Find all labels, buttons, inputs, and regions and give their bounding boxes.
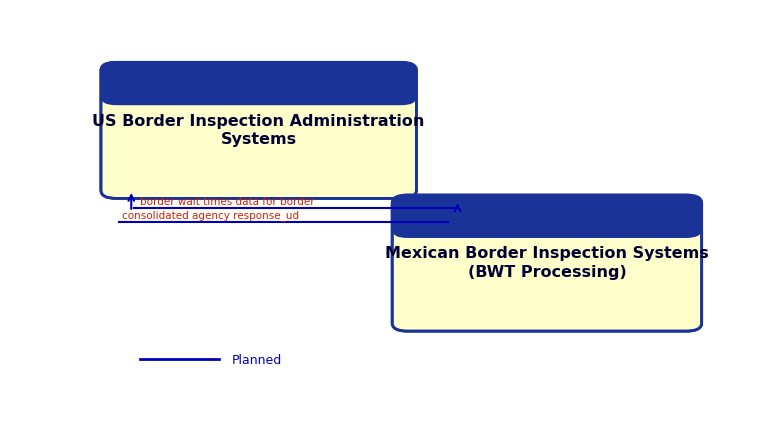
Text: border wait times data for border: border wait times data for border [140, 196, 315, 206]
Text: Mexican Border Inspection Systems
(BWT Processing): Mexican Border Inspection Systems (BWT P… [385, 246, 709, 280]
Text: consolidated agency response_ud: consolidated agency response_ud [122, 209, 299, 221]
FancyBboxPatch shape [392, 196, 702, 238]
FancyBboxPatch shape [101, 63, 417, 199]
FancyBboxPatch shape [101, 63, 417, 106]
Bar [407, 217, 687, 230]
Bar [116, 85, 402, 98]
Text: US Border Inspection Administration
Systems: US Border Inspection Administration Syst… [92, 114, 425, 147]
Text: Planned: Planned [232, 353, 282, 366]
FancyBboxPatch shape [392, 196, 702, 332]
